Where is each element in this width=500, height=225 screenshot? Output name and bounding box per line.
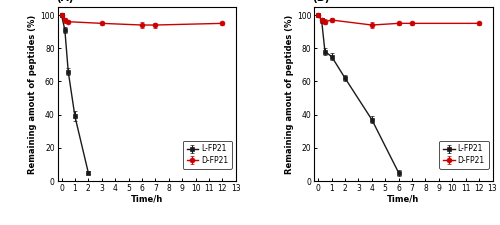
Legend: L-FP21, D-FP21: L-FP21, D-FP21: [440, 141, 488, 169]
Y-axis label: Remaining amout of peptides (%): Remaining amout of peptides (%): [285, 14, 294, 173]
X-axis label: Time/h: Time/h: [387, 194, 420, 203]
Y-axis label: Remaining amout of peptides (%): Remaining amout of peptides (%): [28, 14, 38, 173]
Text: (A): (A): [56, 0, 73, 3]
Legend: L-FP21, D-FP21: L-FP21, D-FP21: [182, 141, 232, 169]
Text: (B): (B): [312, 0, 330, 3]
X-axis label: Time/h: Time/h: [130, 194, 163, 203]
